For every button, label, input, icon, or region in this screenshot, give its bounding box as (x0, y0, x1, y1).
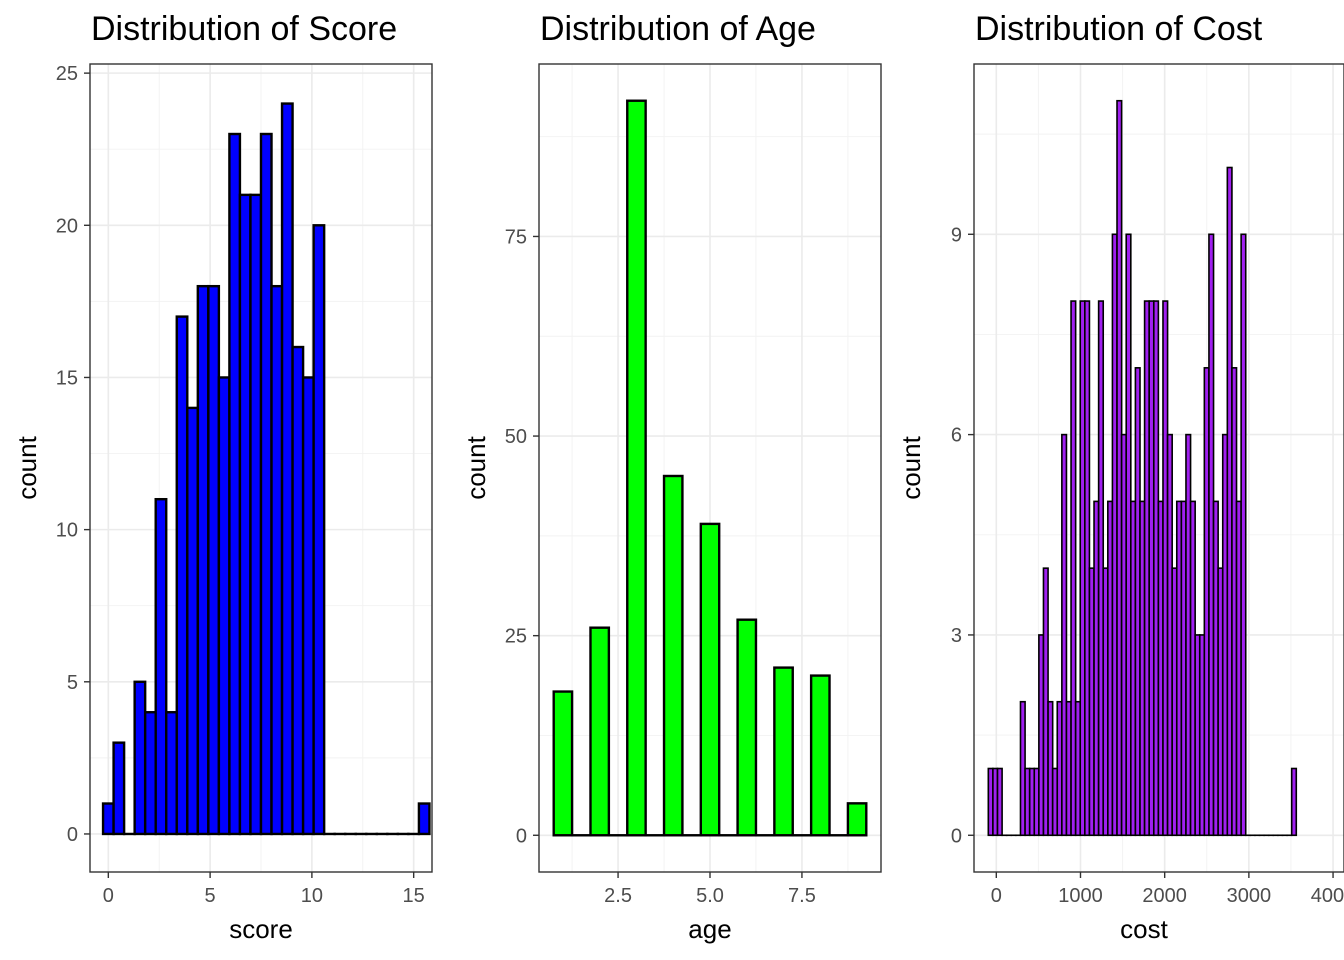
x-tick-label: 5 (205, 885, 216, 907)
histogram-bar (699, 522, 721, 837)
histogram-bar (1290, 767, 1298, 837)
histogram-bar (217, 376, 231, 836)
score-histogram-panel: 0 5 10 15 0 5 10 15 20 25 Distribution of Score sco… (12, 10, 433, 944)
x-tick-label: 2.5 (604, 885, 632, 907)
x-axis-title: age (688, 914, 731, 944)
histogram-bar (249, 193, 263, 836)
age-chart-title: Distribution of Age (540, 10, 816, 48)
x-tick-label: 5.0 (696, 885, 724, 907)
y-tick-label: 15 (56, 367, 78, 389)
histogram-bar (626, 99, 647, 837)
y-tick-label: 20 (56, 215, 78, 237)
histogram-bar (996, 767, 1003, 837)
x-tick-label: 0 (991, 885, 1002, 907)
y-tick-label: 25 (56, 63, 78, 85)
x-tick-label: 15 (403, 885, 425, 907)
age-bars (552, 99, 868, 837)
histogram-bar (846, 802, 868, 837)
histogram-bar (143, 711, 157, 836)
histogram-bar (301, 376, 315, 836)
cost-bars (987, 99, 1298, 837)
histogram-bar (165, 711, 178, 836)
y-tick-label: 5 (67, 672, 78, 694)
histogram-bar (736, 618, 758, 837)
y-tick-label: 0 (951, 825, 962, 847)
x-tick-label: 0 (103, 885, 114, 907)
score-bars (101, 102, 431, 836)
y-axis-title: count (896, 435, 926, 499)
y-tick-label: 10 (56, 520, 78, 542)
histogram-bar (270, 284, 284, 836)
y-axis-title: count (12, 435, 42, 499)
histogram-bar (186, 406, 200, 836)
histogram-bar (101, 802, 115, 836)
histogram-bar (196, 284, 210, 836)
histogram-bar (238, 193, 252, 836)
y-tick-label: 6 (951, 425, 962, 447)
histogram-bar (291, 345, 305, 836)
y-tick-label: 9 (951, 224, 962, 246)
histogram-bar (417, 802, 431, 836)
x-axis-title: score (229, 914, 293, 944)
histogram-bar (1240, 233, 1247, 837)
histogram-bar (552, 690, 574, 837)
histogram-bar (589, 626, 611, 837)
histogram-bar (112, 741, 126, 836)
age-histogram-panel: 2.5 5.0 7.5 0 25 50 75 Distribution of Age age co… (461, 10, 882, 944)
histogram-bar (312, 224, 326, 836)
y-tick-label: 3 (951, 625, 962, 647)
x-tick-label: 3000 (1227, 885, 1272, 907)
y-axis-title: count (461, 435, 491, 499)
panel-border (89, 63, 433, 873)
histogram-bar (773, 666, 794, 837)
histogram-bar (207, 284, 221, 836)
histogram-bar (154, 497, 168, 836)
x-tick-label: 10 (301, 885, 323, 907)
histogram-bar (1061, 433, 1068, 837)
cost-chart-title: Distribution of Cost (975, 10, 1263, 48)
histogram-bar (133, 680, 147, 836)
score-chart-title: Distribution of Score (91, 10, 397, 48)
x-tick-label: 1000 (1058, 885, 1103, 907)
histogram-bar (809, 674, 831, 837)
x-tick-label: 7.5 (788, 885, 816, 907)
histogram-bar (280, 102, 294, 836)
panel-border (973, 63, 1344, 873)
y-tick-label: 50 (505, 426, 527, 448)
x-tick-label: 2000 (1142, 885, 1187, 907)
histogram-bar (259, 132, 273, 836)
y-tick-label: 0 (67, 824, 78, 846)
y-tick-label: 25 (505, 626, 527, 648)
y-tick-label: 75 (505, 226, 527, 248)
y-tick-label: 0 (516, 825, 527, 847)
histogram-bar (175, 315, 189, 836)
histogram-bar (228, 132, 242, 836)
histogram-bar (662, 474, 684, 837)
histogram-bar (1070, 300, 1077, 837)
x-axis-title: cost (1120, 914, 1168, 944)
